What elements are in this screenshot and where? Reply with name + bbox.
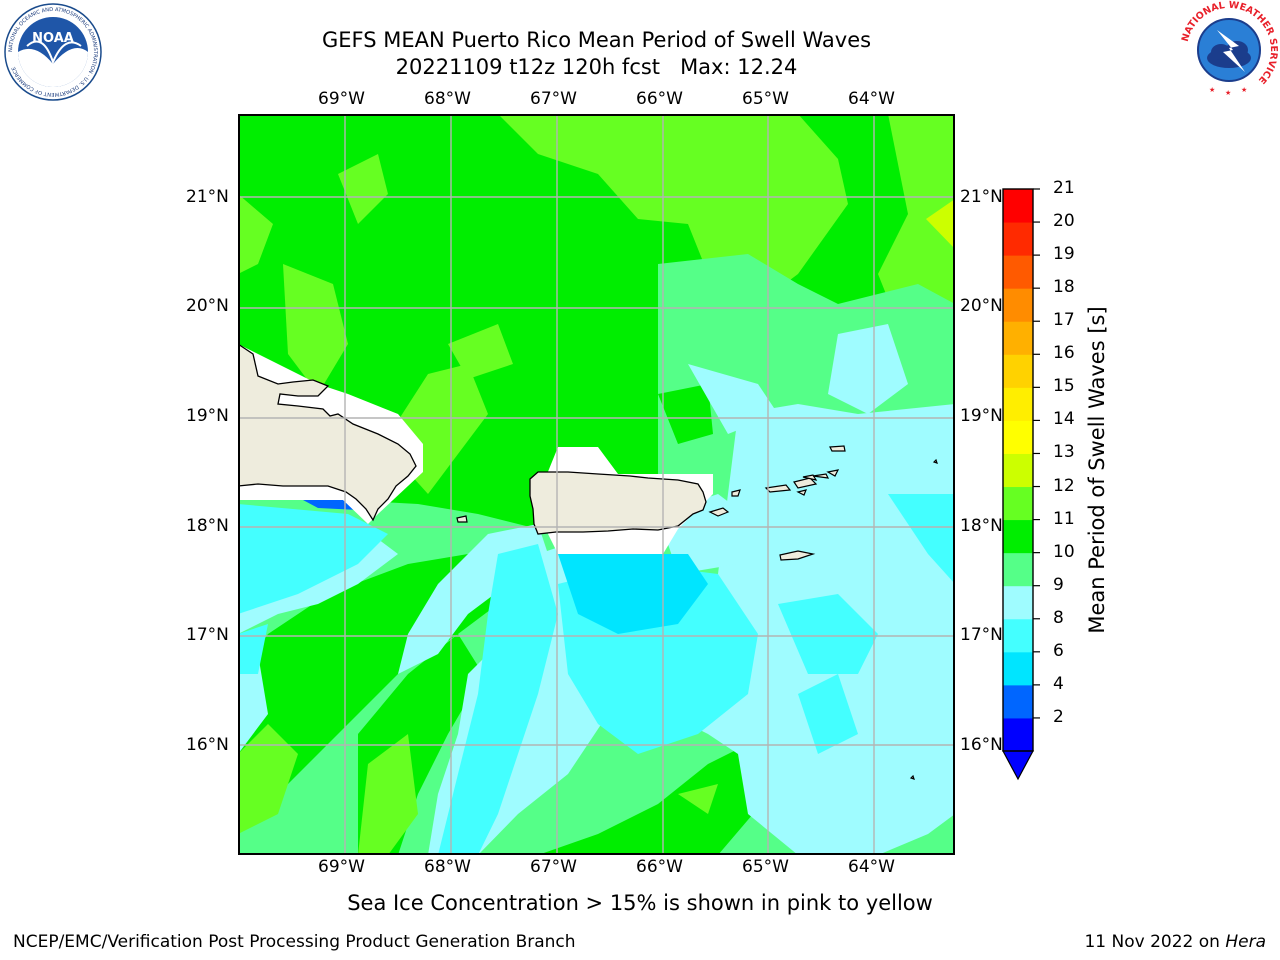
colorbar-segment	[1003, 519, 1033, 554]
lat-label: 21°N	[960, 187, 1003, 207]
colorbar-segment	[1003, 651, 1033, 686]
map-subtitle: 20221109 t12z 120h fcst Max: 12.24	[395, 55, 798, 79]
colorbar-tick-label: 12	[1053, 475, 1075, 496]
footer-date-text: 11 Nov 2022 on	[1084, 932, 1226, 952]
colorbar-segment	[1003, 354, 1033, 388]
colorbar	[1001, 188, 1040, 781]
lon-label: 67°W	[530, 857, 577, 877]
lon-label: 64°W	[848, 89, 895, 109]
field-6-8s	[238, 494, 955, 855]
colorbar-tick-marks	[1033, 188, 1040, 719]
lon-label: 68°W	[424, 89, 471, 109]
colorbar-frame	[1002, 188, 1034, 752]
colorbar-segment	[1003, 387, 1033, 421]
land-islands	[456, 445, 938, 780]
svg-text:★: ★	[1209, 86, 1215, 94]
colorbar-segment	[1003, 717, 1033, 752]
colorbar-segment	[1003, 288, 1033, 322]
map-title: GEFS MEAN Puerto Rico Mean Period of Swe…	[321, 28, 872, 52]
colorbar-segment	[1003, 420, 1033, 454]
colorbar-segment	[1003, 189, 1033, 223]
colorbar-tick-label: 19	[1053, 244, 1075, 265]
colorbar-segment	[1003, 453, 1033, 488]
lat-label: 19°N	[186, 406, 229, 426]
lat-label: 18°N	[960, 516, 1003, 536]
colorbar-segment	[1003, 618, 1033, 653]
svg-text:★: ★	[1225, 89, 1231, 97]
footer-date: 11 Nov 2022 on Hera	[1084, 932, 1266, 952]
colorbar-segment	[1003, 684, 1033, 719]
lon-label: 66°W	[636, 89, 683, 109]
map-frame	[238, 114, 955, 855]
svg-text:★: ★	[1241, 86, 1247, 94]
lon-label: 69°W	[318, 857, 365, 877]
colorbar-segment	[1003, 552, 1033, 587]
colorbar-label: Mean Period of Swell Waves [s]	[1085, 306, 1109, 634]
lon-label: 67°W	[530, 89, 577, 109]
colorbar-tick-label: 11	[1053, 508, 1075, 529]
land-puerto-rico	[529, 471, 707, 535]
noaa-logo-text: NOAA	[32, 31, 74, 46]
colorbar-segment	[1003, 255, 1033, 289]
lon-label: 65°W	[742, 89, 789, 109]
noaa-logo: NATIONAL OCEANIC AND ATMOSPHERIC ADMINIS…	[4, 3, 102, 101]
footer-credit: NCEP/EMC/Verification Post Processing Pr…	[13, 932, 576, 952]
lon-label: 64°W	[848, 857, 895, 877]
lat-label: 18°N	[186, 516, 229, 536]
colorbar-extend-arrow	[1001, 750, 1035, 781]
colorbar-tick-label: 17	[1053, 310, 1075, 331]
colorbar-segment	[1003, 585, 1033, 620]
colorbar-tick-label: 13	[1053, 442, 1075, 463]
lat-label: 16°N	[186, 735, 229, 755]
graticule	[238, 114, 955, 855]
colorbar-tick-label: 10	[1053, 541, 1075, 562]
colorbar-tick-label: 15	[1053, 376, 1075, 397]
colorbar-tick-label: 9	[1053, 574, 1064, 595]
field-4-6s	[558, 554, 708, 634]
colorbar-tick-label: 4	[1053, 673, 1064, 694]
lat-label: 21°N	[186, 187, 229, 207]
colorbar-tick-label: 18	[1053, 277, 1075, 298]
lat-label: 17°N	[960, 625, 1003, 645]
lat-label: 16°N	[960, 735, 1003, 755]
land-hispaniola	[238, 343, 417, 522]
footer-host: Hera	[1225, 932, 1266, 952]
nws-logo: NATIONAL WEATHER SERVICE ★ ★ ★	[1180, 0, 1279, 98]
colorbar-tick-label: 21	[1053, 178, 1075, 198]
lat-label: 20°N	[186, 296, 229, 316]
colorbar-segment	[1003, 222, 1033, 256]
colorbar-tick-label: 6	[1053, 640, 1064, 661]
lat-label: 19°N	[960, 406, 1003, 426]
colorbar-segments	[1003, 189, 1033, 752]
field-11-12s-south	[238, 724, 718, 855]
colorbar-tick-label: 20	[1053, 211, 1075, 232]
lon-label: 66°W	[636, 857, 683, 877]
swell-period-map	[238, 114, 955, 855]
field-12-13s	[926, 199, 955, 249]
colorbar-segment	[1003, 486, 1033, 521]
field-2-4s	[303, 500, 358, 510]
lon-label: 68°W	[424, 857, 471, 877]
colorbar-segment	[1003, 321, 1033, 355]
sea-ice-note: Sea Ice Concentration > 15% is shown in …	[347, 891, 933, 915]
colorbar-tick-label: 16	[1053, 343, 1075, 364]
lon-label: 69°W	[318, 89, 365, 109]
lon-label: 65°W	[742, 857, 789, 877]
colorbar-tick-label: 2	[1053, 706, 1064, 727]
colorbar-tick-label: 8	[1053, 607, 1064, 628]
lat-label: 17°N	[186, 625, 229, 645]
lat-label: 20°N	[960, 296, 1003, 316]
colorbar-tick-label: 14	[1053, 409, 1075, 430]
